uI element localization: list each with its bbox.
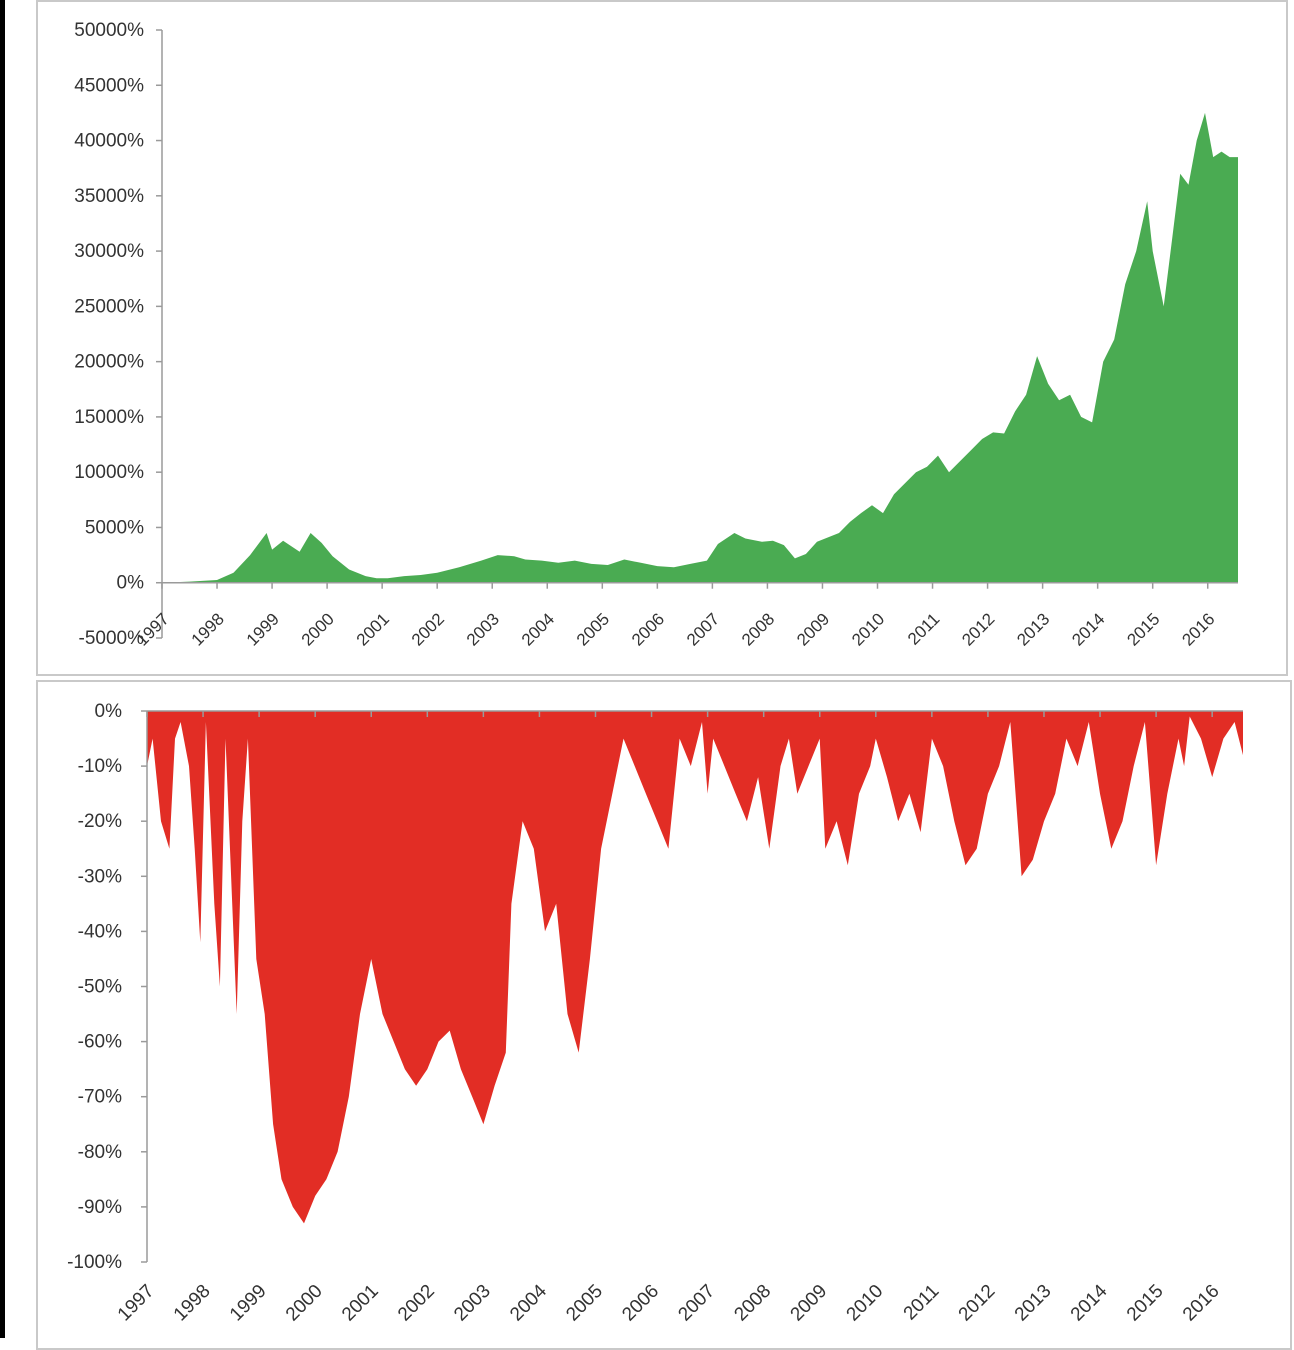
top-y-tick-label: 5000% xyxy=(85,517,144,538)
bottom-x-tick-label: 2016 xyxy=(1179,1281,1224,1326)
bottom-y-tick-label: -100% xyxy=(67,1252,122,1273)
top-y-tick-label: 40000% xyxy=(74,131,144,152)
top-x-tick-label: 2000 xyxy=(298,609,338,649)
bottom-series-area xyxy=(147,711,1243,1224)
top-x-tick-label: 1999 xyxy=(243,609,283,649)
top-y-tick-label: 25000% xyxy=(74,296,144,317)
top-y-tick-label: 45000% xyxy=(74,75,144,96)
top-x-tick-label: 2006 xyxy=(628,609,668,649)
bottom-x-tick-label: 2001 xyxy=(338,1281,383,1326)
bottom-x-tick-label: 2000 xyxy=(282,1281,327,1326)
bottom-x-tick-label: 2004 xyxy=(506,1280,551,1325)
top-x-tick-label: 2010 xyxy=(848,609,888,649)
bottom-y-tick-label: -80% xyxy=(78,1142,122,1163)
bottom-x-tick-label: 2012 xyxy=(955,1281,1000,1326)
top-x-tick-label: 2014 xyxy=(1068,609,1108,649)
bottom-y-tick-label: -60% xyxy=(78,1032,122,1053)
bottom-x-tick-label: 2005 xyxy=(562,1281,607,1326)
top-x-tick-label: 2001 xyxy=(353,609,393,649)
bottom-y-tick-label: -90% xyxy=(78,1197,122,1218)
bottom-x-tick-label: 2014 xyxy=(1067,1280,1112,1325)
top-x-tick-label: 2015 xyxy=(1123,609,1163,649)
left-edge-bar xyxy=(0,0,5,1338)
drawdown-chart-panel: 0% -10% -20% -30% -40% -50% -60% -70% -80% -90% -1… xyxy=(36,680,1292,1350)
top-x-tick-label: 2008 xyxy=(738,609,778,649)
top-x-tick-label: 2007 xyxy=(683,609,723,649)
top-x-tick-label: 1998 xyxy=(188,609,228,649)
bottom-x-tick-label: 2006 xyxy=(618,1281,663,1326)
bottom-x-tick-label: 1999 xyxy=(226,1281,271,1326)
top-x-tick-label: 2011 xyxy=(904,609,943,648)
top-y-tick-label: 15000% xyxy=(74,407,144,428)
drawdown-chart: 0% -10% -20% -30% -40% -50% -60% -70% -80% -90% -1… xyxy=(67,701,1243,1326)
bottom-y-tick-label: -30% xyxy=(78,866,122,887)
bottom-y-tick-label: -50% xyxy=(78,977,122,998)
bottom-x-tick-label: 2008 xyxy=(730,1281,775,1326)
bottom-x-tick-label: 2007 xyxy=(674,1281,719,1326)
bottom-y-tick-label: 0% xyxy=(95,701,123,722)
top-y-tick-label: 50000% xyxy=(74,20,144,41)
top-x-tick-label: 2002 xyxy=(408,609,448,649)
bottom-x-tick-label: 1997 xyxy=(114,1281,159,1326)
top-x-tick-label: 1997 xyxy=(133,609,173,649)
bottom-x-tick-label: 2002 xyxy=(394,1281,439,1326)
top-y-tick-label: 0% xyxy=(117,573,145,594)
bottom-x-tick-label: 2003 xyxy=(450,1281,495,1326)
top-y-tick-label: 35000% xyxy=(74,186,144,207)
top-x-tick-label: 2009 xyxy=(793,609,833,649)
top-series-area xyxy=(162,112,1238,583)
bottom-x-tick-label: 2015 xyxy=(1123,1281,1168,1326)
top-x-tick-label: 2012 xyxy=(958,609,998,649)
bottom-y-tick-label: -20% xyxy=(78,811,122,832)
cumulative-return-chart: 50000% 45000% 40000% 35000% 30000% 25000% 2000… xyxy=(74,20,1238,650)
top-y-tick-label: 30000% xyxy=(74,241,144,262)
bottom-y-tick-label: -40% xyxy=(78,921,122,942)
bottom-x-tick-label: 1998 xyxy=(170,1281,215,1326)
top-x-tick-label: 2003 xyxy=(463,609,503,649)
bottom-x-tick-label: 2013 xyxy=(1011,1281,1056,1326)
bottom-y-tick-label: -70% xyxy=(78,1087,122,1108)
top-y-tick-label: 20000% xyxy=(74,352,144,373)
bottom-x-tick-label: 2010 xyxy=(843,1281,888,1326)
top-x-tick-label: 2004 xyxy=(518,609,558,649)
top-y-tick-label: -5000% xyxy=(79,628,145,649)
top-y-tick-label: 10000% xyxy=(74,462,144,483)
bottom-x-tick-label: 2011 xyxy=(900,1281,944,1325)
top-x-tick-label: 2016 xyxy=(1178,609,1218,649)
bottom-x-tick-label: 2009 xyxy=(787,1281,832,1326)
top-x-tick-label: 2005 xyxy=(573,609,613,649)
top-x-tick-label: 2013 xyxy=(1013,609,1053,649)
cumulative-return-chart-panel: 50000% 45000% 40000% 35000% 30000% 25000% 2000… xyxy=(36,0,1288,676)
bottom-y-tick-label: -10% xyxy=(78,756,122,777)
